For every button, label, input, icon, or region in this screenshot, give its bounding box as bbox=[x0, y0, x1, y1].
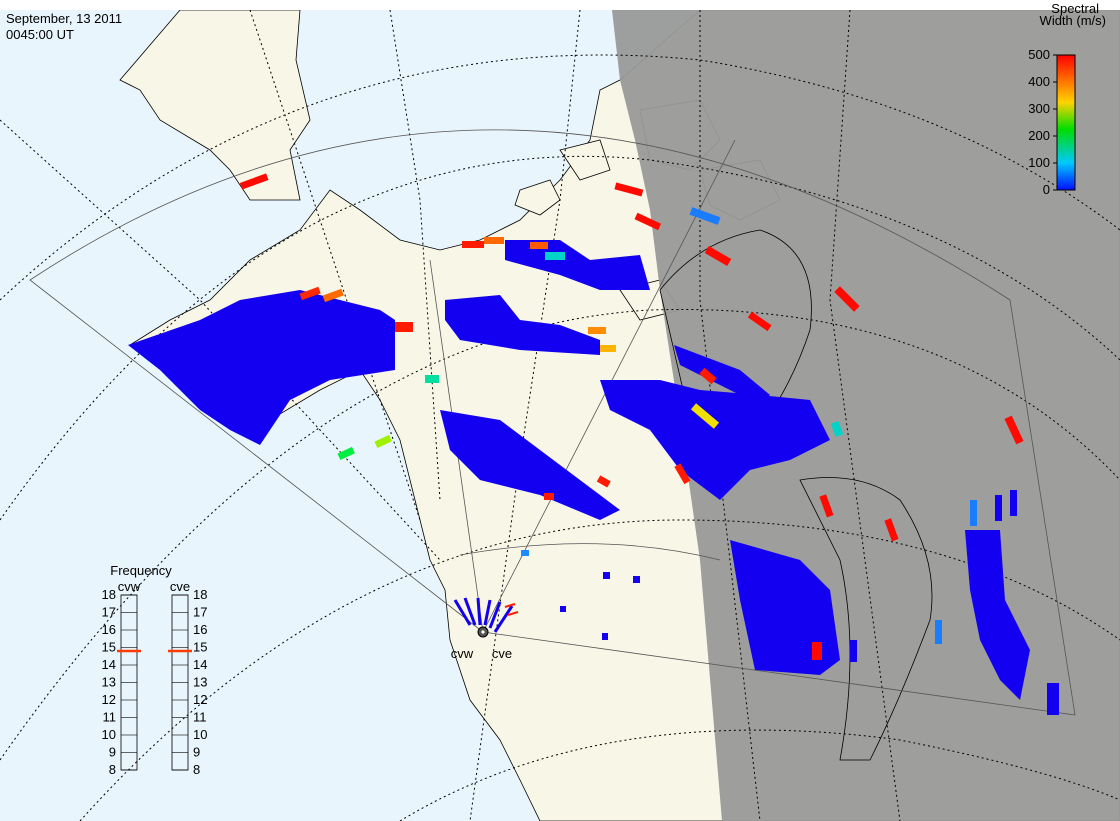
frequency-tick-label: 10 bbox=[193, 727, 207, 742]
frequency-tick-label: 12 bbox=[102, 692, 116, 707]
colorbar-tick-label: 0 bbox=[1043, 182, 1050, 197]
frequency-tick-label: 17 bbox=[102, 605, 116, 620]
frequency-tick-label: 9 bbox=[109, 745, 116, 760]
frequency-tick-label: 16 bbox=[193, 622, 207, 637]
radar-site bbox=[477, 626, 489, 638]
frequency-tick-label: 14 bbox=[193, 657, 207, 672]
lat-lon-grid bbox=[0, 10, 1120, 821]
frequency-tick-label: 16 bbox=[102, 622, 116, 637]
colorbar-tick-label: 400 bbox=[1028, 74, 1050, 89]
colorbar-gradient bbox=[1056, 54, 1076, 191]
frequency-tick-label: 13 bbox=[193, 675, 207, 690]
colorbar: Spectral Width (m/s) 0 100 200 300 400 500 bbox=[1028, 1, 1106, 197]
colorbar-tick-label: 200 bbox=[1028, 128, 1050, 143]
time: 0045:00 UT bbox=[6, 27, 74, 42]
frequency-tick-label: 12 bbox=[193, 692, 207, 707]
colorbar-title: Width (m/s) bbox=[1040, 13, 1106, 28]
frequency-title: Frequency bbox=[110, 563, 172, 578]
colorbar-tick-label: 500 bbox=[1028, 47, 1050, 62]
frequency-tick-label: 11 bbox=[103, 710, 117, 725]
radar-scatter bbox=[128, 173, 1059, 715]
colorbar-title: Spectral bbox=[1051, 1, 1099, 16]
colorbar-tick-label: 300 bbox=[1028, 101, 1050, 116]
frequency-tick-label: 15 bbox=[193, 640, 207, 655]
frequency-panel: Frequency cvw89101112131415161718cve8910… bbox=[102, 563, 208, 777]
frequency-tick-label: 14 bbox=[102, 657, 116, 672]
frequency-tick-label: 13 bbox=[102, 675, 116, 690]
frequency-tick-label: 18 bbox=[193, 587, 207, 602]
frequency-tick-label: 17 bbox=[193, 605, 207, 620]
radar-name: cvw bbox=[118, 579, 141, 594]
date: September, 13 2011 bbox=[6, 11, 122, 26]
frequency-tick-label: 18 bbox=[102, 587, 116, 602]
colorbar-tick-label: 100 bbox=[1028, 155, 1050, 170]
frequency-tick-label: 15 bbox=[102, 640, 116, 655]
frequency-tick-label: 10 bbox=[102, 727, 116, 742]
basemap bbox=[0, 10, 1120, 821]
frequency-tick-label: 9 bbox=[193, 745, 200, 760]
frequency-tick-label: 8 bbox=[109, 762, 116, 777]
frequency-tick-label: 11 bbox=[193, 710, 207, 725]
site-label: cve bbox=[492, 646, 512, 661]
site-label: cvw bbox=[451, 646, 474, 661]
header: September, 13 2011 0045:00 UT bbox=[6, 11, 122, 42]
radar-name: cve bbox=[170, 579, 190, 594]
frequency-tick-label: 8 bbox=[193, 762, 200, 777]
